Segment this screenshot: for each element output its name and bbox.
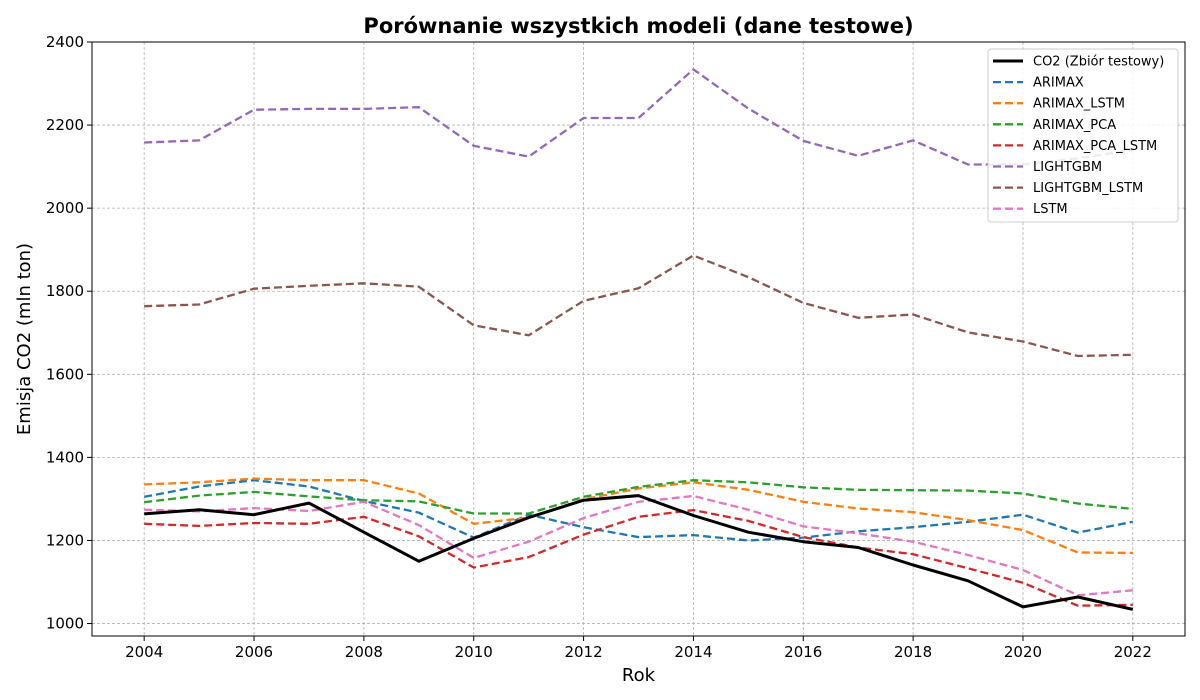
series-line-co2-zbi-r-testowy <box>144 494 1134 611</box>
legend-label: LIGHTGBM_LSTM <box>1033 181 1143 196</box>
x-axis-label: Rok <box>622 665 656 686</box>
y-tick-label: 1400 <box>46 448 84 466</box>
axis-ticks: 2004 2006 2008 2010 2012 2014 2016 2018 2020 2022… <box>46 33 1152 661</box>
x-tick-label: 2010 <box>455 643 493 661</box>
x-tick-label: 2020 <box>1004 643 1042 661</box>
y-tick-label: 2200 <box>46 116 84 134</box>
x-tick-label: 2014 <box>674 643 712 661</box>
chart-title: Porównanie wszystkich modeli (dane testo… <box>363 14 913 38</box>
legend-box <box>987 48 1179 223</box>
series-line-arimax <box>143 479 1134 542</box>
x-tick-label: 2008 <box>345 643 383 661</box>
series-line-arimax-lstm <box>144 477 1133 555</box>
legend-label: CO2 (Zbiór testowy) <box>1033 55 1164 70</box>
x-tick-label: 2012 <box>564 643 602 661</box>
x-tick-label: 2018 <box>894 643 932 661</box>
y-axis-label: Emisja CO2 (mln ton) <box>14 243 35 435</box>
legend-label: ARIMAX_LSTM <box>1033 97 1125 112</box>
y-tick-label: 1000 <box>46 615 84 633</box>
series-line-lightgbm-lstm <box>144 254 1133 358</box>
legend-label: ARIMAX_PCA <box>1033 118 1116 133</box>
plot-frame <box>91 41 1186 637</box>
x-tick-label: 2016 <box>784 643 822 661</box>
x-tick-label: 2006 <box>235 643 273 661</box>
series-line-lstm <box>144 494 1133 597</box>
legend-label: ARIMAX <box>1033 76 1084 91</box>
x-tick-label: 2004 <box>125 643 163 661</box>
x-tick-label: 2022 <box>1114 643 1152 661</box>
y-tick-label: 1800 <box>46 282 84 300</box>
series-group <box>143 68 1134 611</box>
series-line-arimax-pca <box>144 479 1133 515</box>
series-line-lightgbm <box>144 68 1133 166</box>
legend: CO2 (Zbiór testowy) ARIMAX ARIMAX_LSTM ARIM… <box>987 48 1179 223</box>
y-tick-label: 2000 <box>46 199 84 217</box>
y-tick-label: 2400 <box>46 33 84 51</box>
legend-label: LIGHTGBM <box>1033 160 1102 175</box>
legend-label: ARIMAX_PCA_LSTM <box>1033 139 1157 154</box>
y-tick-label: 1200 <box>46 531 84 549</box>
y-tick-label: 1600 <box>46 365 84 383</box>
legend-label: LSTM <box>1033 202 1068 217</box>
